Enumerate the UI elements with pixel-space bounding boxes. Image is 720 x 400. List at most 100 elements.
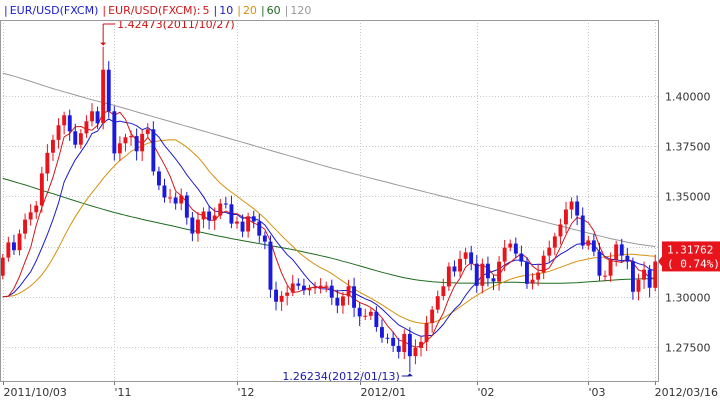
candle-body — [380, 327, 384, 338]
candle-body — [491, 278, 496, 282]
candle-body — [441, 286, 446, 297]
candle-body — [653, 261, 658, 288]
candle-body — [497, 261, 501, 282]
grid-lines — [0, 20, 658, 381]
candle-body — [341, 296, 345, 306]
y-tick-label: 1.37500 — [665, 141, 711, 154]
candle-body — [51, 139, 55, 153]
candle-body — [73, 131, 78, 145]
candle-body — [525, 261, 529, 284]
candle-body — [318, 285, 323, 288]
candle-body — [151, 129, 156, 172]
legend-ma-5: 5 — [203, 4, 210, 17]
candle-body — [129, 136, 133, 138]
candle-body — [564, 209, 568, 225]
candle-body — [474, 263, 479, 286]
candle-body — [101, 69, 106, 124]
candle-body — [541, 255, 546, 273]
candle-body — [23, 219, 27, 234]
candle-body — [575, 201, 580, 216]
candle-body — [642, 269, 646, 280]
candle-body — [324, 285, 329, 287]
candle-body — [56, 125, 61, 140]
candle-body — [368, 311, 373, 316]
plot-frame — [0, 20, 659, 382]
candle-body — [580, 215, 585, 246]
candle-body — [223, 203, 228, 205]
candle-body — [419, 341, 423, 348]
candle-body — [329, 285, 334, 298]
candle-body — [313, 287, 317, 289]
ma-120-line — [2, 72, 656, 248]
candle-body — [430, 309, 435, 323]
legend-separator: | — [214, 4, 218, 17]
last-price-box — [662, 241, 720, 272]
candle-body — [106, 69, 111, 112]
candle-body — [302, 285, 306, 291]
candle-body — [207, 211, 212, 221]
candle-body — [140, 133, 145, 152]
candle-body — [552, 236, 557, 248]
candle-body — [212, 215, 217, 221]
candle-body — [435, 296, 440, 310]
candle-body — [218, 203, 223, 216]
candle-body — [480, 263, 485, 286]
candle-body — [547, 247, 552, 256]
candle-body — [279, 295, 284, 302]
candle-body — [469, 252, 474, 264]
candle-body — [285, 292, 290, 296]
candle-body — [402, 333, 407, 352]
x-tick-label: '02 — [478, 386, 495, 399]
last-price-change: ( 0.74%) — [667, 257, 720, 270]
candle-body — [647, 269, 652, 288]
y-tick-label: 1.35000 — [665, 191, 711, 204]
candle-body — [508, 243, 513, 248]
ma-20-line — [2, 139, 656, 324]
ma-60-line — [2, 177, 656, 284]
candle-body — [39, 173, 44, 206]
candle-body — [530, 279, 535, 284]
candle-body — [391, 337, 396, 346]
candle-body — [274, 289, 278, 302]
annotation-arrow — [406, 373, 413, 377]
y-tick-label: 1.30000 — [665, 292, 711, 305]
x-tick-label: 2012/01 — [361, 386, 407, 399]
candle-body — [625, 255, 630, 262]
x-tick-label: '03 — [589, 386, 606, 399]
candle-body — [246, 216, 251, 232]
legend-separator: | — [261, 4, 265, 17]
candle-body — [407, 333, 412, 357]
x-tick-label: '11 — [115, 386, 132, 399]
candle-body — [385, 337, 390, 339]
candle-body — [173, 197, 178, 204]
candle-body — [536, 272, 541, 280]
candle-body — [67, 115, 72, 132]
y-tick-label: 1.27500 — [665, 342, 711, 355]
candle-body — [519, 253, 524, 262]
candle-body — [463, 252, 468, 259]
candle-body — [307, 288, 312, 291]
candle-body — [157, 171, 161, 186]
candle-body — [569, 201, 574, 210]
candle-body — [145, 129, 150, 134]
ma-10-line — [2, 118, 656, 337]
legend-separator: | — [4, 4, 8, 17]
candle-body — [179, 195, 184, 204]
candle-body — [631, 261, 635, 292]
candle-body — [257, 221, 262, 236]
candle-body — [636, 279, 641, 292]
candle-body — [0, 257, 5, 276]
candle-body — [112, 111, 117, 154]
candles — [0, 46, 658, 373]
candle-body — [134, 136, 139, 152]
candle-body — [446, 266, 451, 287]
candle-body — [12, 242, 16, 251]
last-price-value: 1.31762 — [667, 243, 713, 256]
y-tick-label: 1.40000 — [665, 91, 711, 104]
high-low-annotations: 1.42473(2011/10/27) 1.26234(2012/01/13) — [100, 18, 413, 383]
candle-body — [90, 111, 94, 122]
candle-body — [262, 235, 267, 242]
ma-5-line — [2, 110, 656, 348]
candle-body — [229, 204, 234, 224]
last-price-badge: 1.31762( 0.74%) — [658, 241, 720, 272]
